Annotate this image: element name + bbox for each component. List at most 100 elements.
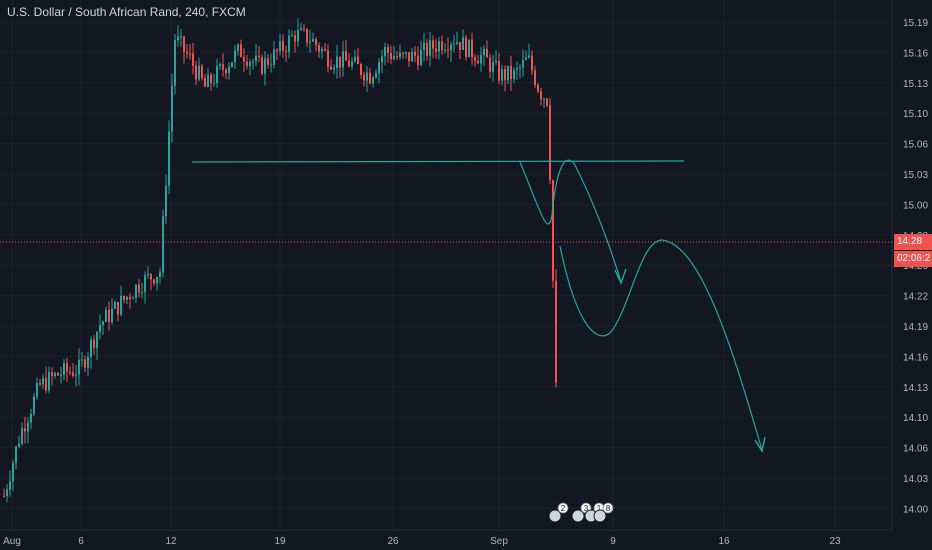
arrow-head-2: [754, 436, 766, 453]
candle-body: [282, 41, 284, 51]
candle-body: [333, 67, 335, 70]
candle-body: [90, 339, 92, 357]
candle-body: [252, 61, 254, 63]
candle-body: [420, 49, 422, 65]
event-count-label: 3: [584, 504, 589, 513]
candle-body: [534, 70, 536, 85]
candles-group: [3, 18, 557, 503]
countdown-label: 02:06:2: [897, 253, 931, 264]
chart-title: U.S. Dollar / South African Rand, 240, F…: [7, 5, 246, 19]
candle-body: [516, 68, 518, 70]
candle-body: [546, 98, 548, 106]
event-icon: [593, 509, 607, 523]
candle-body: [228, 66, 230, 74]
candle-body: [441, 41, 443, 51]
candle-body: [522, 59, 524, 68]
candle-body: [315, 39, 317, 46]
candle-body: [381, 56, 383, 63]
candle-body: [288, 35, 290, 52]
y-tick-label: 14.03: [903, 474, 928, 485]
candle-body: [270, 64, 272, 66]
event-count-label: 1: [597, 504, 602, 513]
y-tick-label: 15.16: [903, 48, 928, 59]
candle-body: [111, 308, 113, 323]
y-tick-label: 14.00: [903, 504, 928, 515]
candle-body: [135, 284, 137, 298]
candle-body: [255, 55, 257, 62]
candle-body: [408, 52, 410, 62]
candle-body: [27, 422, 29, 432]
candle-body: [147, 274, 149, 276]
candle-body: [216, 65, 218, 83]
y-tick-label: 15.10: [903, 109, 928, 120]
candle-body: [213, 82, 215, 84]
candle-body: [57, 373, 59, 376]
event-count-label: 8: [606, 504, 611, 513]
candle-body: [21, 428, 23, 444]
candle-body: [336, 56, 338, 68]
candle-body: [6, 489, 8, 496]
candle-body: [3, 495, 5, 497]
candle-body: [366, 72, 368, 81]
candle-body: [48, 372, 50, 391]
y-tick-label: 14.19: [903, 322, 928, 333]
candle-body: [435, 48, 437, 52]
candle-body: [120, 296, 122, 315]
candle-body: [18, 443, 20, 447]
candle-body: [192, 53, 194, 66]
candle-body: [312, 39, 314, 42]
candle-body: [63, 363, 65, 375]
candle-body: [357, 56, 359, 65]
candle-body: [108, 310, 110, 323]
candle-body: [405, 52, 407, 54]
candle-body: [537, 84, 539, 92]
candle-body: [156, 276, 158, 284]
candle-body: [150, 274, 152, 280]
candle-body: [276, 49, 278, 52]
candle-body: [303, 28, 305, 30]
candle-body: [225, 69, 227, 74]
candle-body: [159, 272, 161, 277]
candle-body: [261, 57, 263, 74]
candle-body: [390, 52, 392, 59]
candle-body: [72, 372, 74, 376]
candle-body: [66, 363, 68, 372]
candle-body: [258, 55, 260, 58]
candle-body: [309, 41, 311, 43]
candle-body: [396, 56, 398, 58]
candle-body: [36, 382, 38, 397]
candle-body: [549, 105, 551, 181]
candle-body: [141, 292, 143, 294]
candle-body: [60, 374, 62, 376]
candle-body: [462, 37, 464, 50]
candle-body: [372, 77, 374, 84]
candle-body: [33, 396, 35, 414]
candle-body: [387, 47, 389, 53]
candle-body: [81, 359, 83, 361]
candle-body: [45, 378, 47, 391]
arrow-head-1: [614, 268, 627, 285]
candle-body: [414, 51, 416, 56]
candle-body: [102, 321, 104, 326]
candle-body: [417, 55, 419, 65]
candle-body: [42, 378, 44, 385]
y-tick-label: 15.06: [903, 140, 928, 151]
candle-body: [552, 180, 554, 281]
x-tick-label: 16: [718, 536, 730, 547]
candle-body: [471, 39, 473, 58]
candle-body: [243, 57, 245, 62]
candle-body: [285, 50, 287, 52]
candle-body: [168, 131, 170, 186]
candle-body: [219, 64, 221, 66]
x-tick-label: 19: [274, 536, 286, 547]
x-tick-label: Sep: [490, 536, 508, 547]
candle-body: [402, 53, 404, 55]
candle-body: [189, 53, 191, 55]
candle-body: [291, 35, 293, 37]
candle-body: [162, 216, 164, 273]
candle-body: [411, 51, 413, 62]
candle-body: [507, 65, 509, 81]
candle-body: [180, 36, 182, 38]
candle-body: [186, 51, 188, 54]
